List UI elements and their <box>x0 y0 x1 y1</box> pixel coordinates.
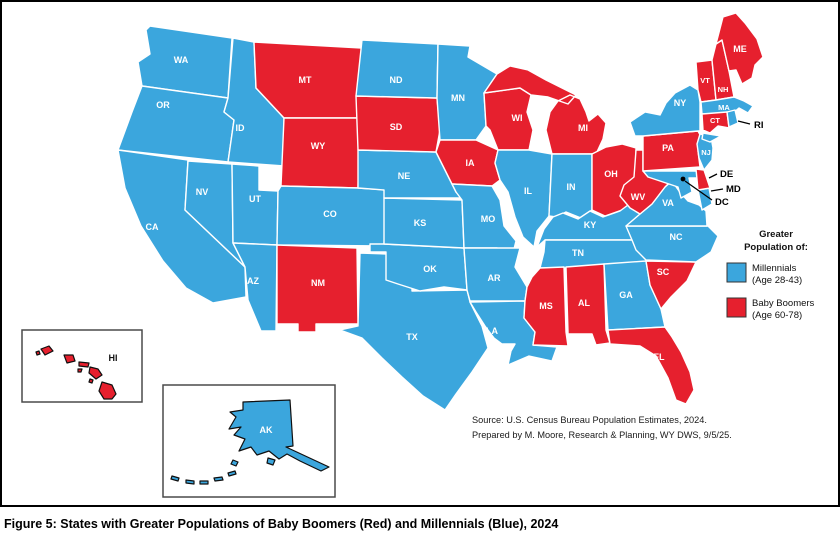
state-ny <box>629 84 722 143</box>
state-label-ia: IA <box>466 158 476 168</box>
state-or <box>117 85 235 163</box>
source-note: Source: U.S. Census Bureau Population Es… <box>472 415 732 440</box>
state-label-al: AL <box>578 298 590 308</box>
state-label-ak: AK <box>260 425 273 435</box>
state-label-la: LA <box>486 326 498 336</box>
state-labels-layer: WA OR CA ID NV UT AZ MT WY CO NM TX OK KS NE SD ND MN IA MO… <box>109 44 747 435</box>
state-label-oh: OH <box>604 169 618 179</box>
state-il <box>494 149 553 248</box>
state-label-co: CO <box>323 209 337 219</box>
state-label-az: AZ <box>247 276 259 286</box>
ri-callout-label: RI <box>754 120 764 131</box>
state-label-nm: NM <box>311 278 325 288</box>
state-label-or: OR <box>156 100 170 110</box>
state-label-mn: MN <box>451 93 465 103</box>
state-label-ky: KY <box>584 220 597 230</box>
state-mi <box>483 65 607 155</box>
state-label-wa: WA <box>174 55 189 65</box>
state-label-ut: UT <box>249 194 261 204</box>
state-pa <box>642 130 707 172</box>
source-line1: Source: U.S. Census Bureau Population Es… <box>472 415 707 425</box>
state-label-sd: SD <box>390 122 403 132</box>
state-de <box>695 168 711 191</box>
legend-title-line1: Greater <box>759 229 793 240</box>
states-layer <box>35 12 764 485</box>
state-label-ga: GA <box>619 290 633 300</box>
state-nm <box>276 244 359 333</box>
state-label-wy: WY <box>311 141 326 151</box>
state-label-ca: CA <box>146 222 159 232</box>
state-label-va: VA <box>662 198 674 208</box>
legend-sublabel-millennials: (Age 28-43) <box>752 275 802 286</box>
state-label-hi: HI <box>109 353 118 363</box>
state-label-nc: NC <box>670 232 683 242</box>
de-callout-label: DE <box>720 169 733 180</box>
state-ia <box>435 139 501 187</box>
state-tx <box>339 252 489 411</box>
state-hi <box>35 345 117 400</box>
state-label-ne: NE <box>398 171 411 181</box>
callouts: RI DE MD DC <box>680 120 764 208</box>
state-ms <box>523 266 569 347</box>
state-label-ct: CT <box>710 116 720 125</box>
figure-caption: Figure 5: States with Greater Population… <box>4 517 559 531</box>
ri-callout-line <box>737 120 751 125</box>
de-callout-line <box>708 173 718 179</box>
source-line2: Prepared by M. Moore, Research & Plannin… <box>472 430 732 440</box>
state-label-vt: VT <box>700 76 710 85</box>
state-nc <box>625 225 719 263</box>
state-label-mt: MT <box>299 75 312 85</box>
state-label-ma: MA <box>718 103 730 112</box>
state-label-wv: WV <box>631 192 646 202</box>
state-label-nd: ND <box>390 75 403 85</box>
state-label-wi: WI <box>512 113 523 123</box>
state-label-tn: TN <box>572 248 584 258</box>
state-label-tx: TX <box>406 332 418 342</box>
state-label-nh: NH <box>718 85 729 94</box>
state-label-mo: MO <box>481 214 496 224</box>
dc-callout-line <box>684 180 713 201</box>
state-label-ok: OK <box>423 264 437 274</box>
state-me <box>715 12 764 85</box>
md-callout-label: MD <box>726 184 741 195</box>
state-label-fl: FL <box>654 352 665 362</box>
state-label-in: IN <box>567 182 576 192</box>
state-label-me: ME <box>733 44 747 54</box>
state-ri <box>726 109 739 128</box>
state-nd <box>355 39 439 99</box>
state-label-ms: MS <box>539 301 553 311</box>
state-label-nv: NV <box>196 187 209 197</box>
us-map: WA OR CA ID NV UT AZ MT WY CO NM TX OK KS NE SD ND MN IA MO… <box>21 12 815 498</box>
state-label-nj: NJ <box>701 148 711 157</box>
md-callout-line <box>710 188 724 192</box>
legend-swatch-boomers <box>726 297 747 318</box>
map-legend: Greater Population of: Millennials (Age … <box>726 229 815 321</box>
state-label-ny: NY <box>674 98 687 108</box>
legend-swatch-millennials <box>726 262 747 283</box>
state-label-sc: SC <box>657 267 670 277</box>
legend-sublabel-boomers: (Age 60-78) <box>752 310 802 321</box>
state-label-mi: MI <box>578 123 588 133</box>
dc-callout-label: DC <box>715 197 729 208</box>
state-wi <box>483 87 534 151</box>
state-wy <box>280 117 361 189</box>
state-ut <box>231 163 279 246</box>
state-wa <box>137 25 233 99</box>
map-frame: WA OR CA ID NV UT AZ MT WY CO NM TX OK KS NE SD ND MN IA MO… <box>0 0 840 507</box>
state-label-ks: KS <box>414 218 427 228</box>
state-fl <box>607 326 695 405</box>
legend-label-boomers: Baby Boomers <box>752 298 815 309</box>
state-label-il: IL <box>524 186 533 196</box>
state-label-pa: PA <box>662 143 674 153</box>
state-label-ar: AR <box>488 273 501 283</box>
legend-title-line2: Population of: <box>744 242 808 253</box>
legend-label-millennials: Millennials <box>752 263 797 274</box>
state-ak <box>170 399 330 485</box>
state-label-id: ID <box>236 123 246 133</box>
dc-marker <box>680 176 686 182</box>
